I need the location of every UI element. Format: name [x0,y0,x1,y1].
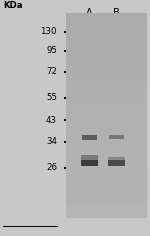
Text: 95: 95 [46,46,57,55]
Text: 130: 130 [40,27,57,36]
Text: 55: 55 [46,93,57,102]
Text: A: A [86,8,93,18]
Text: 43: 43 [46,116,57,125]
Text: KDa: KDa [3,1,22,10]
Bar [82,135,97,140]
Bar [81,160,98,166]
Text: 34: 34 [46,137,57,146]
Bar [109,135,124,139]
Text: 26: 26 [46,163,57,172]
Bar [108,160,124,166]
Text: B: B [113,8,120,18]
Text: 72: 72 [46,67,57,76]
Bar [81,155,98,160]
Bar [108,157,124,160]
